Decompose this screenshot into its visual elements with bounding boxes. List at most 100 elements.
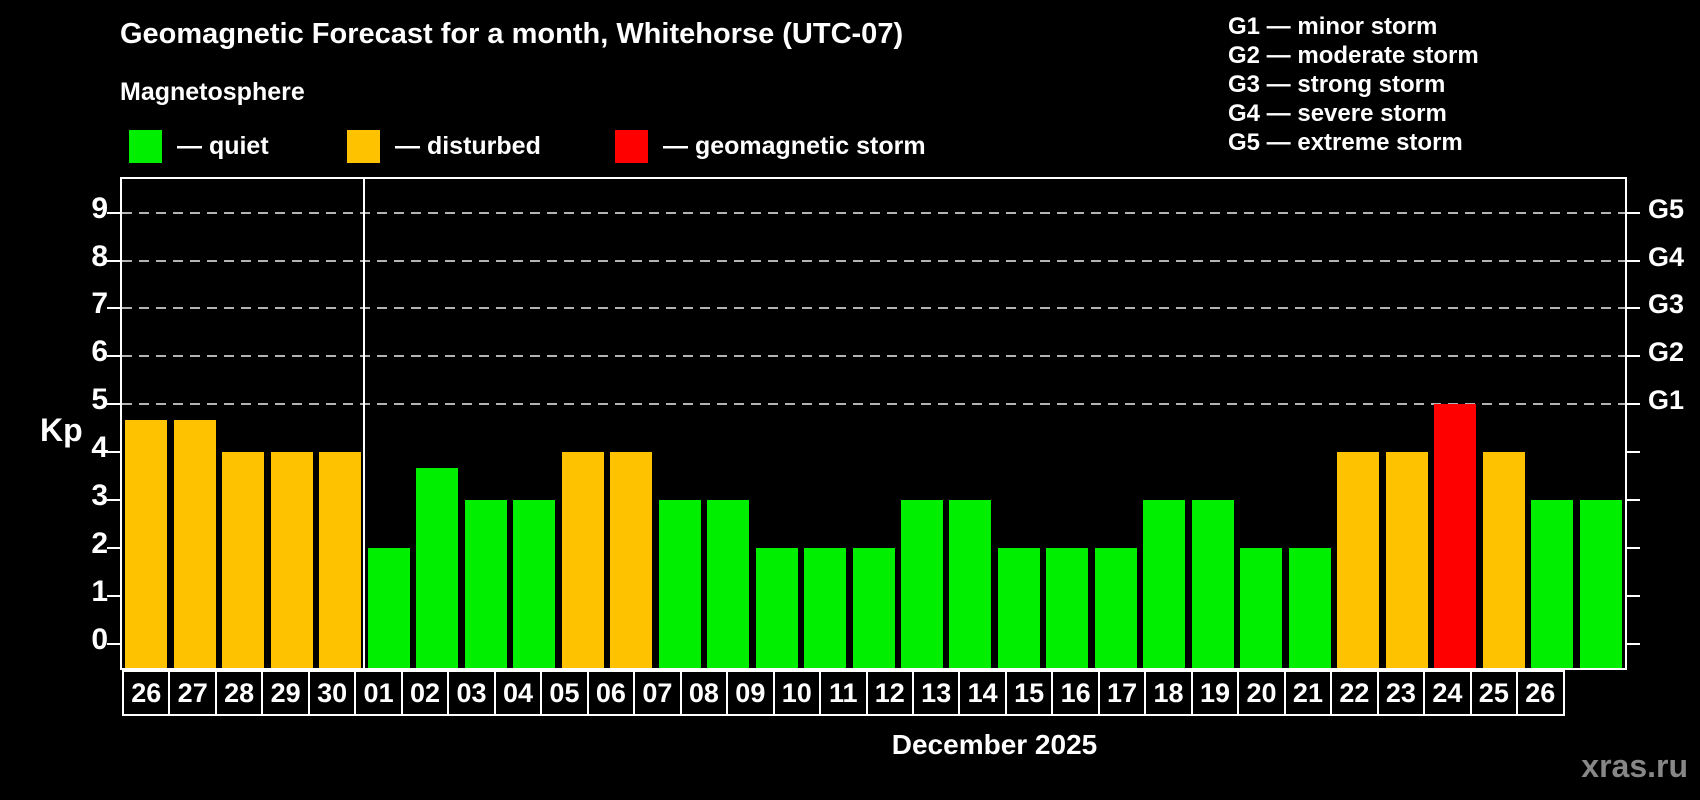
bar-day-17 <box>1143 500 1186 668</box>
legend-swatch-storm <box>615 130 648 163</box>
y-tick-left-8 <box>107 259 120 262</box>
g-legend-line-3: G3 — strong storm <box>1228 71 1446 98</box>
day-label-22: 22 <box>1330 670 1379 716</box>
y-tick-right-7 <box>1627 307 1640 310</box>
day-label-16: 16 <box>1051 670 1100 716</box>
y-tick-left-3 <box>107 499 120 502</box>
bar-day-20 <box>1288 548 1331 668</box>
month-divider-line <box>363 179 366 668</box>
bar-day-06 <box>610 452 653 668</box>
y-tick-right-5 <box>1627 403 1640 406</box>
day-label-02: 02 <box>400 670 450 716</box>
day-label-19: 19 <box>1190 670 1240 716</box>
y-tick-label-0: 0 <box>91 623 108 657</box>
g-level-label-G1: G1 <box>1648 385 1685 416</box>
day-label-06: 06 <box>586 670 636 716</box>
y-tick-left-4 <box>107 451 120 454</box>
bar-day-27 <box>173 420 216 668</box>
day-label-18: 18 <box>1144 670 1193 716</box>
day-label-07: 07 <box>633 670 682 716</box>
y-tick-left-5 <box>107 403 120 406</box>
bar-day-24 <box>1482 452 1525 668</box>
bar-day-11 <box>852 548 895 668</box>
bar-day-13 <box>949 500 992 668</box>
g-level-label-G5: G5 <box>1648 193 1685 224</box>
day-label-30: 30 <box>307 670 357 716</box>
day-label-08: 08 <box>679 670 729 716</box>
y-tick-label-5: 5 <box>91 383 108 417</box>
g-level-label-G2: G2 <box>1648 337 1685 368</box>
bar-day-09 <box>755 548 798 668</box>
x-axis-month-label: December 2025 <box>891 729 1098 760</box>
y-tick-label-3: 3 <box>91 479 108 513</box>
y-tick-left-1 <box>107 595 120 598</box>
bar-day-03 <box>464 500 507 668</box>
day-label-03: 03 <box>447 670 496 716</box>
y-tick-right-2 <box>1627 547 1640 550</box>
bar-day-19 <box>1240 548 1283 668</box>
bar-day-30 <box>319 452 362 668</box>
bar-day-21 <box>1337 452 1380 668</box>
storm-scale-legend: G1 — minor storm G2 — moderate storm G3 — … <box>1228 12 1479 157</box>
day-label-20: 20 <box>1237 670 1286 716</box>
day-label-11: 11 <box>819 670 868 716</box>
gridline-kp9 <box>122 211 1625 214</box>
watermark: xras.ru <box>1581 748 1688 784</box>
bar-day-26 <box>125 420 168 668</box>
day-label-25: 25 <box>1469 670 1519 716</box>
bar-day-12 <box>900 500 943 668</box>
y-tick-right-4 <box>1627 451 1640 454</box>
day-label-14: 14 <box>958 670 1007 716</box>
x-axis-day-labels: 26 27 28 29 30 01 02 03 04 05 06 07 08 09 10 11 12 13 14 15… <box>122 670 1565 716</box>
day-label-26: 26 <box>122 670 171 716</box>
legend-label-disturbed: — disturbed <box>395 132 541 160</box>
y-tick-label-4: 4 <box>91 431 108 465</box>
y-tick-label-7: 7 <box>91 287 108 321</box>
day-label-24: 24 <box>1423 670 1472 716</box>
day-label-05: 05 <box>540 670 589 716</box>
legend-swatch-disturbed <box>347 130 380 163</box>
bar-day-14 <box>997 548 1040 668</box>
day-label-28: 28 <box>214 670 264 716</box>
bar-day-28 <box>222 452 265 668</box>
bar-day-08 <box>707 500 750 668</box>
y-tick-right-0 <box>1627 643 1640 646</box>
g-legend-line-1: G1 — minor storm <box>1228 13 1438 40</box>
y-tick-label-9: 9 <box>91 191 108 225</box>
bar-day-16 <box>1094 548 1137 668</box>
bar-day-25 <box>1531 500 1574 668</box>
chart-title: Geomagnetic Forecast for a month, Whiteh… <box>120 18 904 50</box>
bar-day-01 <box>367 548 410 668</box>
y-tick-right-1 <box>1627 595 1640 598</box>
day-label-27: 27 <box>168 670 217 716</box>
y-tick-right-9 <box>1627 211 1640 214</box>
g-legend-line-4: G4 — severe storm <box>1228 100 1447 127</box>
gridline-kp7 <box>122 307 1625 310</box>
y-tick-right-8 <box>1627 259 1640 262</box>
bar-day-22 <box>1385 452 1428 668</box>
day-label-10: 10 <box>772 670 822 716</box>
gridline-kp5 <box>122 403 1625 406</box>
day-label-13: 13 <box>911 670 961 716</box>
bar-day-05 <box>561 452 604 668</box>
gridline-kp8 <box>122 259 1625 262</box>
day-label-04: 04 <box>493 670 543 716</box>
plot-area <box>107 177 1640 670</box>
legend-swatch-quiet <box>129 130 162 163</box>
day-label-01: 01 <box>354 670 403 716</box>
legend-label-storm: — geomagnetic storm <box>663 132 926 160</box>
day-label-12: 12 <box>865 670 914 716</box>
day-label-26: 26 <box>1516 670 1565 716</box>
day-label-21: 21 <box>1283 670 1333 716</box>
bar-day-02 <box>416 468 459 668</box>
g-level-label-G4: G4 <box>1648 241 1685 272</box>
day-label-09: 09 <box>726 670 775 716</box>
y-tick-label-6: 6 <box>91 335 108 369</box>
g-level-label-G3: G3 <box>1648 289 1685 320</box>
bar-day-29 <box>270 452 313 668</box>
y-tick-left-7 <box>107 307 120 310</box>
day-label-29: 29 <box>261 670 310 716</box>
y-tick-label-1: 1 <box>91 575 108 609</box>
y-tick-right-6 <box>1627 355 1640 358</box>
